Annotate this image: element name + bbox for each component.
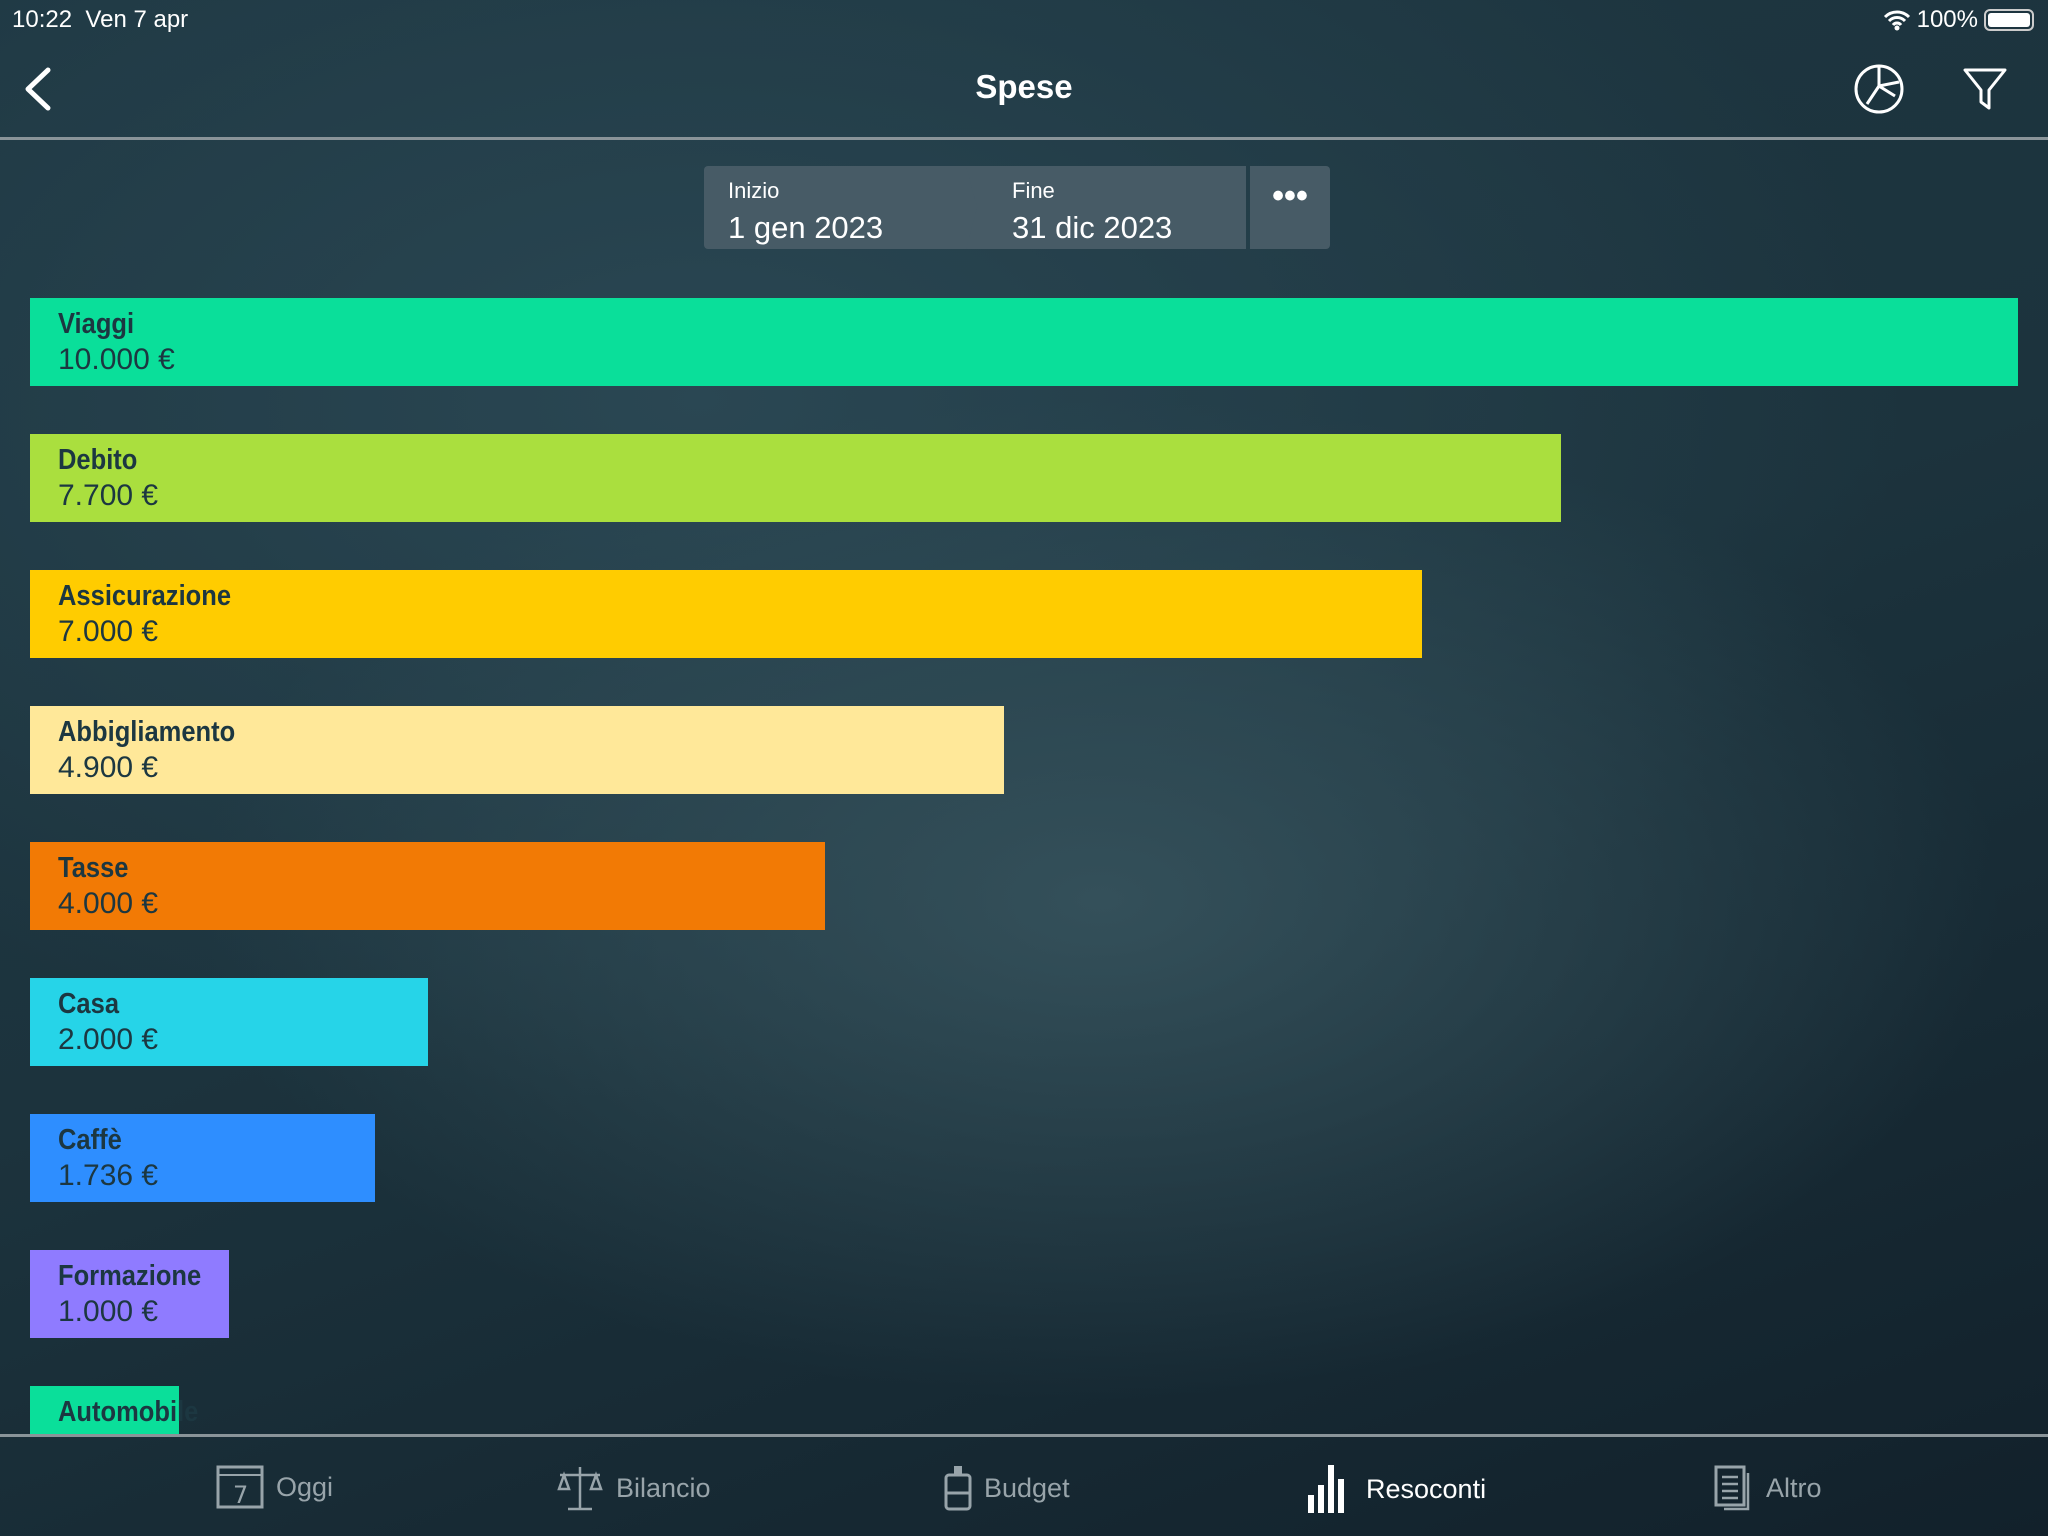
- more-options-button[interactable]: •••: [1250, 166, 1330, 249]
- bar-0[interactable]: Viaggi 10.000 €: [30, 298, 2018, 386]
- wifi-icon: [1883, 10, 1910, 31]
- bar-3[interactable]: Abbigliamento 4.900 €: [30, 706, 1005, 794]
- tab-resoconti[interactable]: Resoconti: [1308, 1465, 1486, 1513]
- bar-category-label: Caffè: [58, 1124, 122, 1156]
- bar-category-label: Abbigliamento: [58, 716, 236, 748]
- bar-category-label: Debito: [58, 444, 138, 476]
- bar-value-label: 4.000 €: [58, 887, 159, 920]
- filter-icon[interactable]: [1962, 64, 2008, 114]
- bar-category-label: Formazione: [58, 1260, 202, 1292]
- bar-4[interactable]: Tasse 4.000 €: [30, 842, 826, 930]
- back-button[interactable]: [20, 64, 60, 114]
- bar-value-label: 4.900 €: [58, 751, 159, 784]
- bar-2[interactable]: Assicurazione 7.000 €: [30, 570, 1422, 658]
- date-range-selector: Inizio 1 gen 2023 Fine 31 dic 2023 •••: [704, 166, 1330, 249]
- document-icon: [1714, 1465, 1750, 1511]
- battery-icon: [1984, 9, 2034, 31]
- status-time-date: 10:22 Ven 7 apr: [12, 6, 189, 33]
- end-date-button[interactable]: Fine 31 dic 2023: [966, 166, 1246, 249]
- bar-8[interactable]: Automobile: [30, 1386, 199, 1434]
- status-bar: 10:22 Ven 7 apr 100%: [0, 0, 2048, 40]
- bar-5[interactable]: Casa 2.000 €: [30, 978, 428, 1066]
- bar-chart-icon: [1308, 1465, 1344, 1513]
- tab-oggi[interactable]: 7 Oggi: [216, 1465, 333, 1509]
- navigation-bar: Spese: [0, 40, 2048, 140]
- tab-bilancio[interactable]: Bilancio: [556, 1465, 711, 1511]
- tab-altro[interactable]: Altro: [1714, 1465, 1822, 1511]
- scale-icon: [557, 1467, 603, 1511]
- expense-bar-chart: Viaggi 10.000 € Debito 7.700 € Assicurazione…: [30, 298, 2018, 1434]
- tab-bar: 7 Oggi Bilancio Budget Resoconti Altro: [0, 1434, 2048, 1536]
- bar-value-label: 2.000 €: [58, 1023, 159, 1056]
- calendar-icon: 7: [216, 1465, 264, 1509]
- tab-budget[interactable]: Budget: [944, 1465, 1070, 1511]
- bar-value-label: 1.000 €: [58, 1295, 159, 1328]
- pie-chart-icon[interactable]: [1852, 62, 1906, 116]
- bar-6[interactable]: Caffè 1.736 €: [30, 1114, 376, 1202]
- bar-category-label: Casa: [58, 988, 120, 1020]
- bar-category-label: Automobile: [58, 1396, 199, 1428]
- jar-icon: [944, 1466, 972, 1511]
- bar-value-label: 7.000 €: [58, 615, 159, 648]
- bar-category-label: Tasse: [58, 852, 129, 884]
- page-title: Spese: [975, 68, 1073, 105]
- bar-category-label: Assicurazione: [58, 580, 232, 612]
- bar-7[interactable]: Formazione 1.000 €: [30, 1250, 229, 1338]
- bar-1[interactable]: Debito 7.700 €: [30, 434, 1561, 522]
- start-date-button[interactable]: Inizio 1 gen 2023: [704, 166, 986, 249]
- bar-category-label: Viaggi: [58, 308, 135, 340]
- svg-text:7: 7: [233, 1481, 248, 1509]
- bar-value-label: 7.700 €: [58, 479, 159, 512]
- bar-value-label: 1.736 €: [58, 1159, 159, 1192]
- bar-value-label: 10.000 €: [58, 343, 175, 376]
- battery-percent: 100%: [1916, 6, 1978, 33]
